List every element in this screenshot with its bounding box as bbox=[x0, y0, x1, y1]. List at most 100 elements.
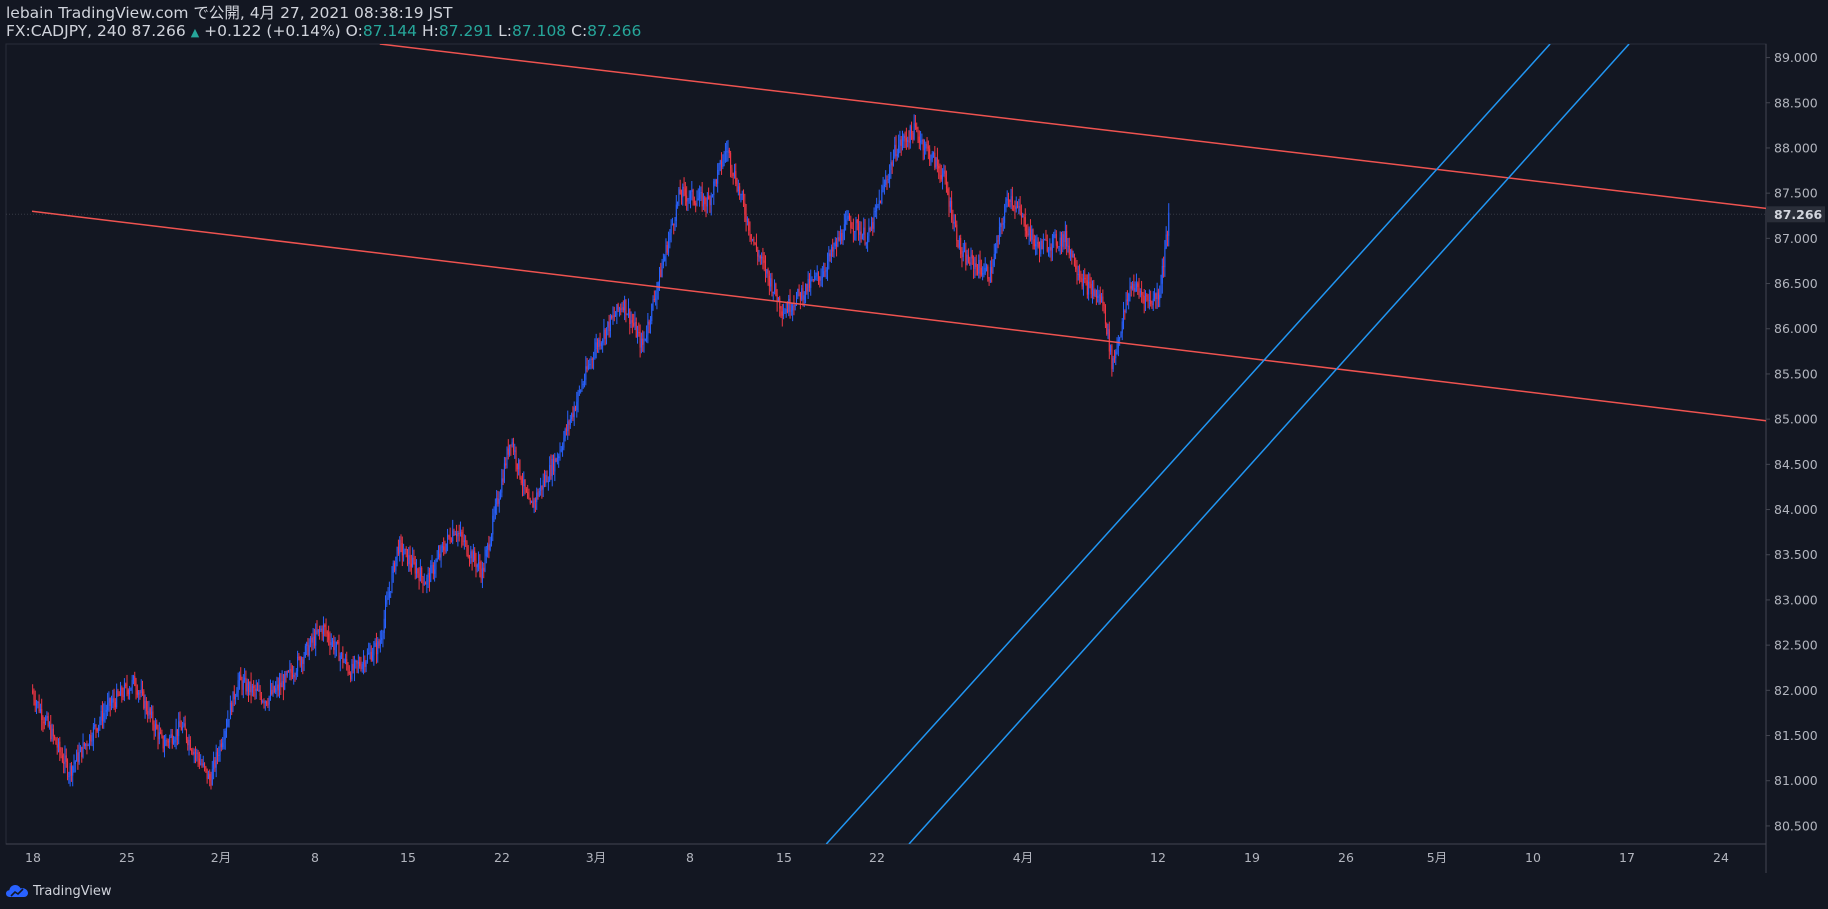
candle-body bbox=[816, 272, 818, 276]
candle bbox=[329, 631, 331, 656]
candle-body bbox=[1142, 294, 1144, 296]
candle-body bbox=[1020, 211, 1022, 217]
candle bbox=[235, 693, 237, 705]
candle-body bbox=[580, 390, 582, 392]
candle bbox=[852, 218, 854, 243]
candle bbox=[799, 291, 801, 310]
candle bbox=[675, 195, 677, 228]
candle bbox=[1128, 292, 1130, 310]
x-tick-label: 10 bbox=[1525, 850, 1541, 865]
price-chart[interactable]: 89.00088.50088.00087.50087.00086.50086.0… bbox=[0, 0, 1828, 873]
candle-body bbox=[656, 289, 658, 299]
tradingview-logo[interactable]: TradingView bbox=[6, 884, 112, 899]
candle bbox=[289, 660, 291, 681]
candle-body bbox=[467, 554, 469, 558]
candle-body bbox=[992, 265, 994, 274]
candle-body bbox=[254, 687, 256, 692]
candle-body bbox=[1013, 205, 1015, 207]
candle-body bbox=[216, 752, 218, 756]
trendlines[interactable] bbox=[31, 44, 1790, 844]
candle-body bbox=[898, 145, 900, 155]
candle-body bbox=[310, 637, 312, 646]
candle bbox=[462, 526, 464, 546]
candle-body bbox=[483, 567, 485, 572]
candle-body bbox=[313, 636, 315, 646]
candle-body bbox=[471, 551, 473, 563]
candle-body bbox=[1112, 358, 1114, 370]
candle bbox=[138, 689, 140, 703]
candle bbox=[344, 653, 346, 665]
candle-body bbox=[1063, 234, 1065, 243]
candle bbox=[444, 540, 446, 555]
candle-body bbox=[1144, 295, 1146, 304]
candle-body bbox=[753, 239, 755, 243]
candle-body bbox=[655, 298, 657, 300]
candle-body bbox=[930, 158, 932, 161]
candle bbox=[144, 694, 146, 719]
candle bbox=[319, 625, 321, 640]
candle bbox=[489, 536, 491, 552]
candle bbox=[595, 333, 597, 359]
candle bbox=[333, 635, 335, 655]
candle-body bbox=[122, 695, 124, 697]
candle bbox=[913, 114, 915, 141]
candle-body bbox=[560, 449, 562, 451]
candle bbox=[498, 491, 500, 513]
candle-body bbox=[435, 560, 437, 570]
candle bbox=[1054, 229, 1056, 239]
candle bbox=[705, 197, 707, 218]
candle-body bbox=[171, 734, 173, 744]
candle-body bbox=[978, 259, 980, 274]
candle-body bbox=[266, 701, 268, 705]
x-tick-label: 24 bbox=[1713, 850, 1729, 865]
candle-body bbox=[670, 224, 672, 233]
candle bbox=[69, 762, 71, 787]
candle bbox=[280, 673, 282, 696]
candle-body bbox=[291, 673, 293, 678]
candle bbox=[927, 140, 929, 160]
candle-body bbox=[811, 279, 813, 281]
candle-body bbox=[933, 152, 935, 154]
candle-body bbox=[1036, 241, 1038, 245]
y-tick-label: 81.000 bbox=[1774, 773, 1818, 788]
candle-body bbox=[170, 734, 172, 737]
candle-body bbox=[330, 642, 332, 646]
candle bbox=[598, 337, 600, 354]
candle bbox=[532, 491, 534, 508]
candle bbox=[238, 671, 240, 690]
candle-body bbox=[982, 273, 984, 275]
candle bbox=[156, 719, 158, 730]
candle bbox=[1007, 192, 1009, 207]
candle-body bbox=[350, 673, 352, 680]
candle-body bbox=[478, 561, 480, 565]
y-tick-label: 85.500 bbox=[1774, 366, 1818, 381]
candle-body bbox=[803, 295, 805, 300]
candle-body bbox=[887, 179, 889, 181]
candle bbox=[372, 647, 374, 662]
candle bbox=[348, 665, 350, 676]
candle bbox=[439, 545, 441, 561]
candle-body bbox=[113, 698, 115, 703]
candle bbox=[876, 197, 878, 219]
candle bbox=[1017, 201, 1019, 209]
candle bbox=[529, 497, 531, 505]
candle bbox=[430, 560, 432, 583]
candle bbox=[1134, 281, 1136, 293]
candle-body bbox=[303, 656, 305, 664]
x-tick-label: 26 bbox=[1338, 850, 1354, 865]
candle bbox=[160, 727, 162, 735]
candle bbox=[1049, 238, 1051, 258]
candle-body bbox=[733, 171, 735, 176]
candle bbox=[81, 746, 83, 763]
candle bbox=[295, 668, 297, 680]
candle-body bbox=[353, 660, 355, 671]
candle-body bbox=[914, 123, 916, 128]
candle bbox=[616, 303, 618, 325]
candle-body bbox=[277, 684, 279, 691]
candle-body bbox=[621, 307, 623, 310]
candle bbox=[466, 540, 468, 557]
candle bbox=[753, 236, 755, 246]
candle-body bbox=[268, 696, 270, 705]
candle-body bbox=[149, 708, 151, 715]
candle-body bbox=[903, 135, 905, 142]
